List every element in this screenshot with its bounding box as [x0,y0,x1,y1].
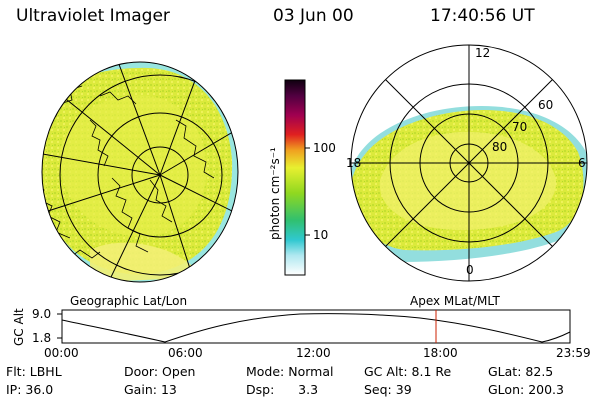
status-dsp: Dsp: 3.3 [246,382,319,397]
status-mode: Mode: Normal [246,364,334,379]
lat-label-80: 80 [492,140,508,154]
status-glon: GLon: 200.3 [488,382,564,397]
polar-map [350,44,588,282]
altitude-plot [57,309,571,344]
status-seq: Seq: 39 [364,382,412,397]
instrument-title: Ultraviolet Imager [16,6,170,26]
altitude-ytick-low: 1.8 [32,331,52,345]
time-label: 17:40:56 UT [430,6,535,26]
mlt-label-0: 0 [466,263,474,277]
date-label: 03 Jun 00 [273,6,354,26]
xtick-0600: 06:00 [168,346,203,360]
colorbar-tick-100: 100 [313,141,336,155]
altitude-curve [61,313,571,343]
xtick-2359: 23:59 [556,346,591,360]
colorbar-unit-label: photon cm⁻²s⁻¹ [268,147,282,240]
status-door: Door: Open [124,364,196,379]
polar-grid [350,44,588,282]
geographic-map [41,61,239,283]
altitude-ytick-high: 9.0 [32,307,52,321]
color-scale [284,79,310,276]
mlt-label-12: 12 [475,46,491,60]
lat-label-60: 60 [538,98,554,112]
xtick-0000: 00:00 [44,346,79,360]
status-gc-alt: GC Alt: 8.1 Re [364,364,452,379]
mlt-label-18: 18 [346,156,362,170]
mlt-label-6: 6 [578,156,586,170]
status-ip: IP: 36.0 [6,382,54,397]
status-glat: GLat: 82.5 [488,364,554,379]
xtick-1800: 18:00 [423,346,458,360]
right-map-caption: Apex MLat/MLT [410,294,500,308]
status-gain: Gain: 13 [124,382,177,397]
xtick-1200: 12:00 [296,346,331,360]
colorbar-tick-10: 10 [313,228,329,242]
lat-label-70: 70 [512,120,528,134]
status-flt: Flt: LBHL [6,364,62,379]
altitude-ylabel: GC Alt [12,308,26,346]
left-map-caption: Geographic Lat/Lon [70,294,188,308]
